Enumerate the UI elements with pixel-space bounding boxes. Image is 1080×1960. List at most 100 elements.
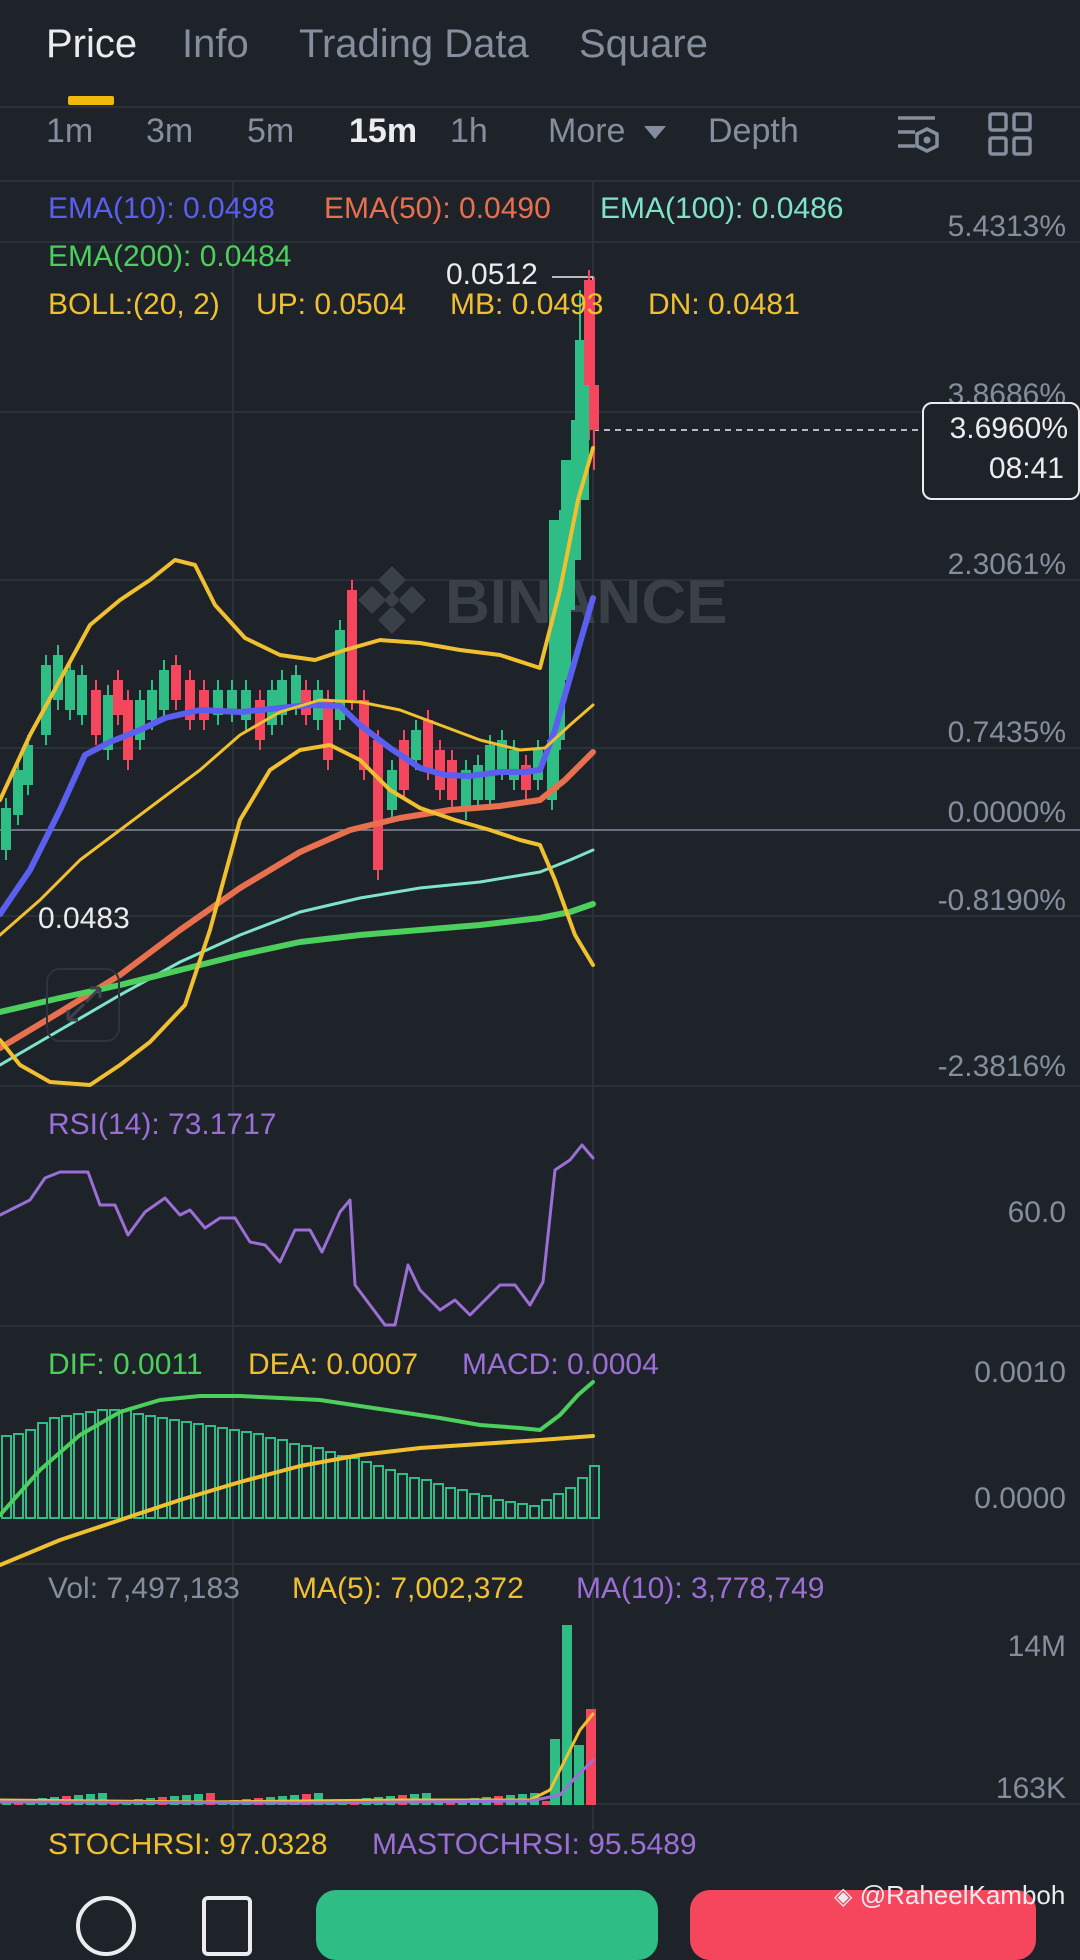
low-price-label: 0.0483	[38, 902, 130, 935]
binance-logo-icon: ◈	[834, 1883, 853, 1910]
volume-bar	[562, 1625, 572, 1805]
volume-ma5-label: MA(5): 7,002,372	[292, 1572, 524, 1605]
candle-body	[521, 765, 531, 790]
candle-body	[113, 680, 123, 715]
macd-dea-line	[0, 1434, 595, 1567]
orders-icon[interactable]	[202, 1896, 252, 1956]
macd-bar	[157, 1417, 168, 1519]
tab-price[interactable]: Price	[46, 22, 138, 66]
volume-bar	[206, 1793, 215, 1805]
candle-body	[241, 690, 251, 720]
candle-body	[473, 765, 483, 800]
macd-bar	[181, 1421, 192, 1519]
candle-body	[549, 520, 559, 790]
candle-body	[323, 700, 333, 760]
price-axis-label: 2.3061%	[947, 548, 1066, 581]
volume-bar	[194, 1794, 203, 1805]
boll-label: BOLL:(20, 2)	[48, 288, 220, 321]
candle-body	[277, 680, 287, 715]
candle-body	[335, 630, 345, 720]
candle-body	[171, 665, 181, 700]
interval-5m[interactable]: 5m	[247, 112, 295, 150]
price-axis-label: 0.7435%	[947, 716, 1066, 749]
candle-body	[77, 675, 87, 715]
high-price-label: 0.0512	[446, 258, 538, 291]
macd-histogram	[1, 1409, 600, 1519]
candle-body	[347, 590, 357, 700]
candle-body	[135, 700, 145, 740]
macd-bar	[241, 1431, 252, 1519]
candle-body	[123, 700, 133, 760]
macd-bar	[373, 1465, 384, 1519]
candle-body	[41, 665, 51, 735]
rsi-axis-label: 60.0	[1007, 1196, 1066, 1229]
macd-bar	[13, 1433, 24, 1519]
chat-icon[interactable]	[76, 1896, 136, 1956]
interval-1h[interactable]: 1h	[450, 112, 488, 150]
interval-more[interactable]: More	[548, 112, 626, 150]
interval-3m[interactable]: 3m	[146, 112, 194, 150]
volume-bar	[98, 1793, 107, 1805]
candle-body	[423, 720, 433, 770]
chart-settings-icon[interactable]	[895, 112, 943, 156]
mastochrsi-label: MASTOCHRSI: 95.5489	[372, 1828, 697, 1861]
macd-dif-label: DIF: 0.0011	[48, 1348, 203, 1381]
dropdown-caret-icon[interactable]	[644, 126, 666, 139]
candle-body	[199, 690, 209, 720]
macd-bar	[457, 1489, 468, 1519]
macd-bar	[529, 1505, 540, 1519]
macd-value-label: MACD: 0.0004	[462, 1348, 659, 1381]
volume-bar	[314, 1793, 323, 1805]
macd-dea-label: DEA: 0.0007	[248, 1348, 419, 1381]
indicator-lines	[0, 446, 596, 1805]
macd-bar	[493, 1499, 504, 1519]
macd-bar	[409, 1477, 420, 1519]
candle-body	[213, 690, 223, 715]
macd-bar	[145, 1415, 156, 1519]
candle-body	[185, 680, 195, 720]
interval-15m[interactable]: 15m	[349, 112, 418, 150]
ema100-line	[0, 848, 595, 1067]
boll-lower-line	[0, 743, 595, 1087]
macd-bar	[229, 1429, 240, 1519]
volume-bars	[2, 1625, 596, 1805]
grid-layout-icon[interactable]	[988, 112, 1032, 156]
boll-middle-line	[0, 698, 595, 937]
candle-body	[23, 745, 33, 785]
candle-body	[103, 695, 113, 750]
macd-axis-label: 0.0000	[974, 1482, 1066, 1515]
divider	[0, 180, 1080, 182]
interval-1m[interactable]: 1m	[46, 112, 94, 150]
price-axis-label: -0.8190%	[937, 884, 1066, 917]
macd-bar	[109, 1409, 120, 1519]
price-axis-label: 0.0000%	[947, 796, 1066, 829]
candle-body	[399, 740, 409, 790]
ema50-line	[0, 749, 596, 1051]
expand-arrows-icon[interactable]	[46, 968, 120, 1042]
buy-button[interactable]	[316, 1890, 658, 1960]
boll-up-label: UP: 0.0504	[256, 288, 407, 321]
macd-bar	[265, 1437, 276, 1519]
credit-watermark: ◈ @RaheelKamboh	[834, 1880, 1065, 1911]
candle-body	[159, 670, 169, 710]
macd-bar	[49, 1417, 60, 1519]
macd-bar	[205, 1425, 216, 1519]
candle-body	[461, 770, 471, 810]
macd-bar	[577, 1477, 588, 1519]
current-price-tag[interactable]: 3.6960% 08:41	[922, 402, 1080, 500]
macd-bar	[217, 1427, 228, 1519]
volume-ma5-line	[0, 1712, 595, 1804]
tab-info[interactable]: Info	[182, 22, 249, 66]
boll-dn-label: DN: 0.0481	[648, 288, 800, 321]
tab-square[interactable]: Square	[579, 22, 708, 66]
credit-text: @RaheelKamboh	[859, 1880, 1066, 1910]
interval-depth[interactable]: Depth	[708, 112, 799, 150]
macd-bar	[289, 1443, 300, 1519]
tab-trading-data[interactable]: Trading Data	[299, 22, 529, 66]
volume-bar	[586, 1709, 596, 1805]
candle-body	[91, 690, 101, 735]
macd-bar	[85, 1411, 96, 1519]
macd-bar	[541, 1499, 552, 1519]
macd-bar	[481, 1495, 492, 1519]
